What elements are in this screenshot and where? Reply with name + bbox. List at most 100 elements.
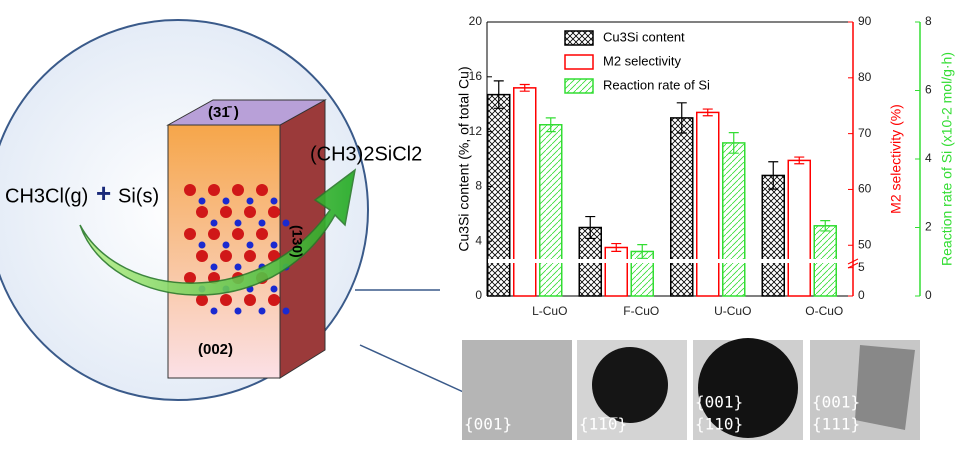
atom (232, 184, 244, 196)
atom (282, 219, 290, 227)
error-bar (493, 80, 504, 109)
y-tick-label: 20 (469, 14, 483, 28)
y2-tick-label: 5 (858, 260, 865, 274)
atom (258, 219, 266, 227)
reaction-arrow (79, 168, 357, 296)
atom (196, 206, 208, 218)
y3-tick-label: 2 (925, 220, 932, 234)
atom (196, 250, 208, 262)
tem-particle (855, 345, 915, 430)
facet-label: {001} (464, 415, 512, 434)
error-bar (585, 215, 596, 240)
facet-label: {001} (812, 393, 860, 412)
error-bar (611, 242, 622, 252)
x-tick-label: F-CuO (623, 304, 659, 318)
bar (761, 174, 785, 297)
error-bar (820, 220, 831, 232)
atom (184, 228, 196, 240)
legend-label: Reaction rate of Si (603, 77, 710, 92)
atom (268, 294, 280, 306)
error-bar (637, 244, 648, 259)
error-bar (702, 108, 713, 117)
bar (539, 124, 563, 297)
atom (196, 294, 208, 306)
x-tick-label: O-CuO (805, 304, 843, 318)
bar (722, 142, 746, 297)
y-tick-label: 16 (469, 69, 483, 83)
y3-tick-label: 8 (925, 14, 932, 28)
atom (208, 228, 220, 240)
atom (246, 197, 254, 205)
atom (208, 184, 220, 196)
axis-break (488, 259, 852, 263)
atom (244, 250, 256, 262)
bar (487, 93, 511, 297)
bar (787, 159, 811, 297)
atom (220, 294, 232, 306)
bar (670, 117, 694, 297)
y-tick-label: 0 (475, 288, 482, 302)
y3-tick-label: 4 (925, 151, 932, 165)
legend-label: Cu3Si content (603, 29, 685, 44)
atom (270, 197, 278, 205)
atom (220, 250, 232, 262)
y2-tick-label: 0 (858, 288, 865, 302)
reactant: Si(s) (118, 185, 159, 207)
face-label: (002) (198, 341, 233, 358)
atom (222, 241, 230, 249)
zoom-line (355, 289, 471, 396)
axis-break-mark (847, 258, 859, 269)
atom (244, 294, 256, 306)
face-label: (130) (289, 225, 305, 258)
atom (184, 184, 196, 196)
y3-axis-title: Reaction rate of Si (x10-2 mol/g·h) (939, 52, 955, 266)
atom (270, 285, 278, 293)
error-bar (768, 161, 779, 190)
error-bar (728, 132, 739, 154)
atom (198, 197, 206, 205)
tem-image (462, 340, 572, 440)
y2-tick-label: 70 (858, 126, 872, 140)
atom (256, 184, 268, 196)
atom (198, 241, 206, 249)
atom (268, 206, 280, 218)
tem-particle (592, 347, 668, 423)
atom (210, 219, 218, 227)
y2-tick-label: 60 (858, 182, 872, 196)
legend-swatch (564, 54, 594, 70)
y-tick-label: 12 (469, 124, 483, 138)
bar (604, 246, 628, 297)
y3-tick-label: 6 (925, 83, 932, 97)
tem-particle (698, 338, 798, 438)
face-label: (31̄ ) (208, 104, 239, 121)
y-tick-label: 4 (475, 233, 482, 247)
product: (CH3)2SiCl2 (310, 143, 422, 165)
y2-axis-title: M2 selectivity (%) (888, 104, 904, 214)
legend-label: M2 selectivity (603, 53, 682, 68)
y-axis-title: Cu3Si content (%, of total Cu) (456, 66, 472, 251)
atom (258, 307, 266, 315)
y-tick-label: 8 (475, 179, 482, 193)
y2-tick-label: 90 (858, 14, 872, 28)
facet-label: {111} (812, 415, 860, 434)
atom (210, 307, 218, 315)
error-bar (794, 156, 805, 165)
y2-tick-label: 50 (858, 237, 872, 251)
error-bar (676, 102, 687, 134)
bar (696, 111, 720, 297)
atom (222, 197, 230, 205)
atom (232, 228, 244, 240)
legend-swatch (564, 78, 594, 94)
reactant: CH3Cl(g) (5, 185, 88, 207)
facet-label: {001} (695, 393, 743, 412)
plus: + (96, 178, 111, 208)
atom (234, 263, 242, 271)
atom (270, 241, 278, 249)
atom (210, 263, 218, 271)
x-tick-label: L-CuO (532, 304, 567, 318)
error-bar (545, 117, 556, 133)
y3-tick-label: 0 (925, 288, 932, 302)
x-tick-label: U-CuO (714, 304, 751, 318)
